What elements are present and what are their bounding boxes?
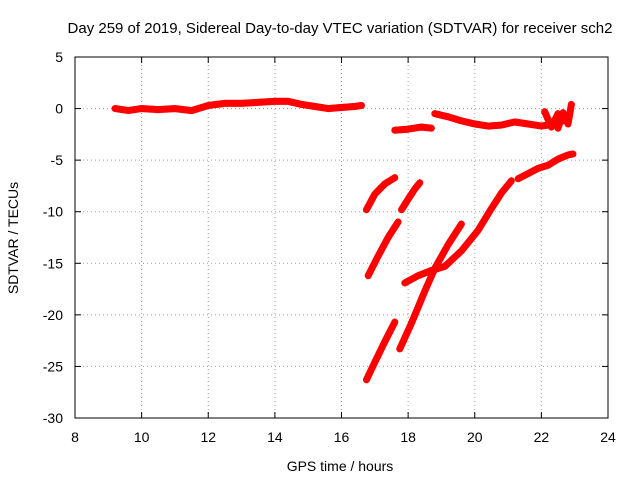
y-tick-label: 0 (55, 101, 63, 117)
x-tick-label: 16 (334, 429, 350, 445)
y-tick-label: -20 (43, 307, 63, 323)
y-tick-label: -10 (43, 204, 63, 220)
x-tick-label: 22 (534, 429, 550, 445)
x-tick-label: 18 (400, 429, 416, 445)
series-texture-seg-steep-2 (366, 218, 400, 276)
y-tick-label: -5 (51, 152, 64, 168)
x-axis-label: GPS time / hours (287, 458, 394, 474)
series-line-seg-steep-1 (363, 174, 399, 214)
series-texture-seg-curve-rise (403, 177, 513, 283)
label-layer: 8 10 12 14 16 18 20 22 24 5 0 -5 -10 -15 -20 -25 -30 (43, 49, 616, 445)
series-line-seg-baseline-b (391, 123, 435, 134)
series-texture-seg-baseline-a (113, 97, 363, 111)
series-texture-seg-steep-3 (400, 179, 422, 210)
tick-layer (74, 56, 609, 419)
y-tick-label: 5 (55, 49, 63, 65)
series-texture-seg-steep-4 (365, 318, 397, 380)
x-tick-label: 8 (71, 429, 79, 445)
series-texture-seg-baseline-b (393, 123, 433, 130)
series-line-seg-long-rise (396, 220, 465, 353)
chart-title: Day 259 of 2019, Sidereal Day-to-day VTE… (68, 20, 613, 37)
series-layer (111, 97, 577, 384)
y-tick-label: -25 (43, 358, 63, 374)
x-tick-label: 12 (200, 429, 216, 445)
series-line-seg-baseline-c (431, 110, 572, 130)
series-texture-seg-long-rise (398, 220, 463, 349)
x-tick-label: 20 (467, 429, 483, 445)
series-line-seg-late-rise (514, 150, 577, 183)
series-texture-seg-baseline-c (433, 110, 570, 126)
x-tick-label: 24 (600, 429, 616, 445)
y-tick-label: -15 (43, 255, 63, 271)
series-texture-seg-spike-2 (556, 100, 573, 128)
x-tick-label: 14 (267, 429, 283, 445)
series-texture-seg-late-rise (516, 150, 575, 179)
y-axis-label: SDTVAR / TECUs (5, 182, 21, 294)
series-texture-seg-spike-1 (543, 108, 560, 127)
y-tick-label: -30 (43, 410, 63, 426)
series-line-seg-baseline-a (111, 97, 365, 115)
series-texture-seg-steep-1 (365, 174, 397, 210)
x-tick-label: 10 (134, 429, 150, 445)
